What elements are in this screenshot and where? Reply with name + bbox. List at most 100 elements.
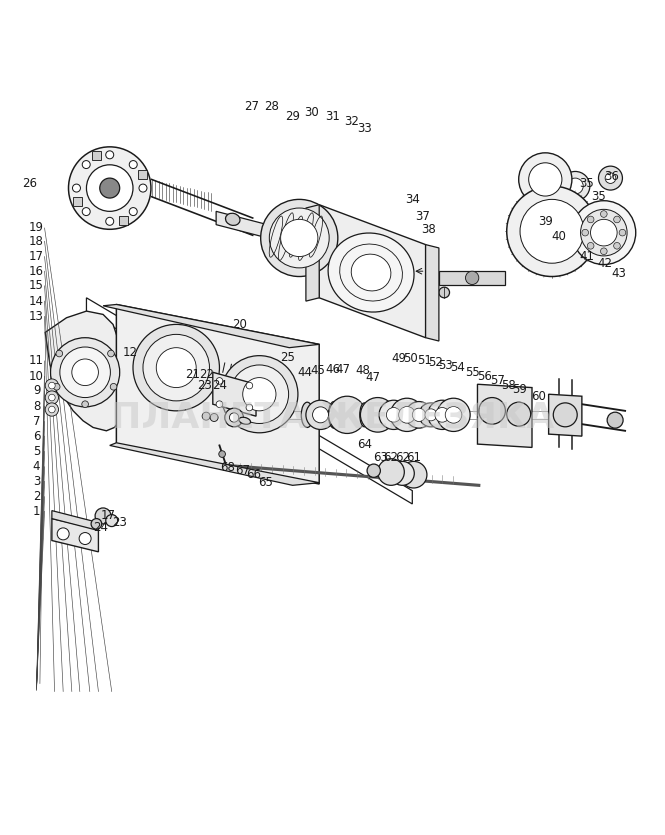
Circle shape [437, 398, 470, 432]
Text: 25: 25 [280, 352, 295, 364]
Text: 33: 33 [357, 122, 372, 134]
Bar [72, 197, 82, 206]
Text: 30: 30 [304, 106, 319, 119]
Circle shape [60, 347, 110, 397]
Text: 55: 55 [465, 366, 479, 379]
Circle shape [479, 397, 505, 424]
Ellipse shape [351, 254, 391, 291]
Circle shape [133, 325, 219, 411]
Circle shape [600, 248, 607, 255]
Bar [92, 151, 101, 160]
Text: 28: 28 [264, 99, 279, 113]
Text: 24: 24 [94, 521, 108, 534]
Circle shape [379, 400, 408, 429]
Circle shape [72, 184, 80, 192]
Circle shape [367, 464, 380, 478]
Bar [138, 170, 147, 180]
Text: 4: 4 [33, 460, 41, 473]
Text: 45: 45 [311, 364, 325, 377]
Text: 67: 67 [235, 464, 250, 477]
Circle shape [435, 407, 450, 423]
Text: ПЛАНЕТА ЖЕЛЕЗЯКА: ПЛАНЕТА ЖЕЛЕЗЯКА [111, 401, 554, 434]
Circle shape [129, 208, 137, 215]
Circle shape [520, 200, 584, 263]
Text: 53: 53 [438, 359, 453, 372]
Circle shape [619, 230, 626, 236]
Circle shape [49, 406, 55, 412]
Text: 44: 44 [297, 366, 312, 379]
Circle shape [45, 391, 59, 404]
Text: 17: 17 [100, 509, 115, 523]
Text: 8: 8 [33, 400, 41, 412]
Text: 59: 59 [513, 383, 527, 396]
Circle shape [106, 514, 118, 527]
Text: 20: 20 [232, 318, 247, 331]
Text: 7: 7 [33, 415, 41, 428]
Polygon shape [116, 305, 319, 484]
Circle shape [246, 404, 253, 411]
Text: 24: 24 [212, 379, 227, 392]
Circle shape [360, 397, 395, 433]
Text: 15: 15 [29, 280, 44, 292]
Circle shape [106, 217, 114, 225]
Text: 9: 9 [33, 384, 41, 397]
Circle shape [219, 451, 225, 458]
Text: 47: 47 [365, 371, 380, 384]
Text: 39: 39 [538, 215, 553, 228]
Circle shape [45, 379, 59, 392]
Circle shape [313, 407, 329, 423]
Circle shape [591, 220, 617, 246]
Polygon shape [477, 384, 532, 448]
Text: 62: 62 [395, 451, 410, 464]
Ellipse shape [329, 402, 339, 428]
Circle shape [529, 163, 562, 196]
Text: 46: 46 [325, 363, 340, 376]
Polygon shape [426, 245, 439, 341]
Circle shape [53, 383, 60, 390]
Ellipse shape [239, 418, 251, 424]
Text: 1: 1 [33, 505, 41, 518]
Circle shape [79, 533, 91, 544]
Polygon shape [439, 271, 505, 285]
Circle shape [507, 186, 597, 276]
Text: 35: 35 [591, 190, 606, 203]
Circle shape [561, 171, 590, 200]
Text: 63: 63 [373, 451, 388, 464]
Circle shape [45, 402, 59, 416]
Circle shape [202, 412, 210, 420]
Text: 47: 47 [335, 363, 350, 376]
Circle shape [465, 271, 479, 285]
Text: 49: 49 [392, 352, 406, 366]
Circle shape [129, 160, 137, 169]
Text: 61: 61 [406, 451, 421, 464]
Polygon shape [52, 519, 98, 552]
Circle shape [82, 401, 88, 407]
Text: 38: 38 [422, 224, 436, 236]
Text: 43: 43 [611, 266, 626, 280]
Text: 58: 58 [501, 379, 516, 392]
Circle shape [110, 383, 117, 390]
Circle shape [86, 164, 133, 211]
Text: 29: 29 [285, 110, 300, 124]
Circle shape [216, 401, 223, 407]
Circle shape [390, 462, 414, 485]
Circle shape [406, 402, 432, 428]
Circle shape [143, 334, 209, 401]
Circle shape [82, 208, 90, 215]
Ellipse shape [225, 213, 240, 225]
Text: 21: 21 [186, 367, 200, 381]
Text: 10: 10 [29, 370, 44, 382]
Circle shape [572, 200, 636, 265]
Ellipse shape [328, 233, 414, 312]
Circle shape [598, 166, 622, 190]
Ellipse shape [360, 402, 369, 427]
Text: 68: 68 [220, 461, 235, 474]
Circle shape [106, 151, 114, 159]
Circle shape [156, 347, 196, 387]
Text: 60: 60 [531, 390, 546, 402]
Text: 48: 48 [355, 364, 370, 377]
Circle shape [607, 412, 623, 428]
Text: 27: 27 [244, 99, 259, 113]
Circle shape [567, 178, 583, 194]
Text: 2: 2 [33, 490, 41, 504]
